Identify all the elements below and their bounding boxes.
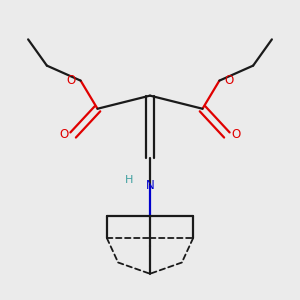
Text: H: H <box>125 175 134 185</box>
Text: O: O <box>232 128 241 142</box>
Text: N: N <box>146 179 154 192</box>
Text: O: O <box>67 74 76 87</box>
Text: O: O <box>224 74 233 87</box>
Text: O: O <box>59 128 68 142</box>
